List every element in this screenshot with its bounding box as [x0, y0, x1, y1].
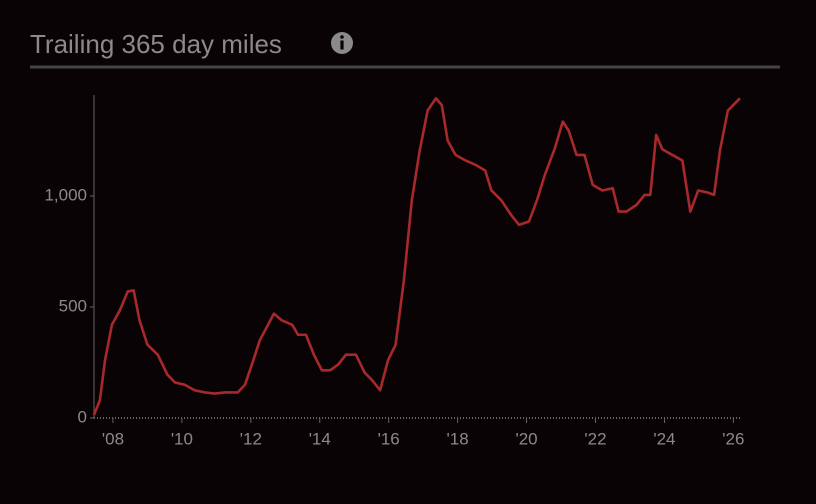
info-icon[interactable] [331, 32, 353, 54]
x-tick-label: '24 [653, 429, 675, 448]
x-tick-label: '26 [722, 429, 744, 448]
y-tick-label: 1,000 [44, 185, 87, 204]
y-tick-label: 500 [59, 296, 87, 315]
x-tick-label: '20 [515, 429, 537, 448]
x-tick-label: '08 [102, 429, 124, 448]
x-tick-label: '18 [447, 429, 469, 448]
x-tick-label: '14 [309, 429, 331, 448]
data-line [92, 97, 741, 416]
info-stem [340, 40, 344, 50]
y-tick-label: 0 [78, 407, 87, 426]
info-dot [340, 35, 344, 39]
x-tick-label: '22 [584, 429, 606, 448]
x-tick-label: '12 [240, 429, 262, 448]
x-tick-label: '10 [171, 429, 193, 448]
x-tick-label: '16 [378, 429, 400, 448]
chart-title: Trailing 365 day miles [30, 29, 282, 59]
